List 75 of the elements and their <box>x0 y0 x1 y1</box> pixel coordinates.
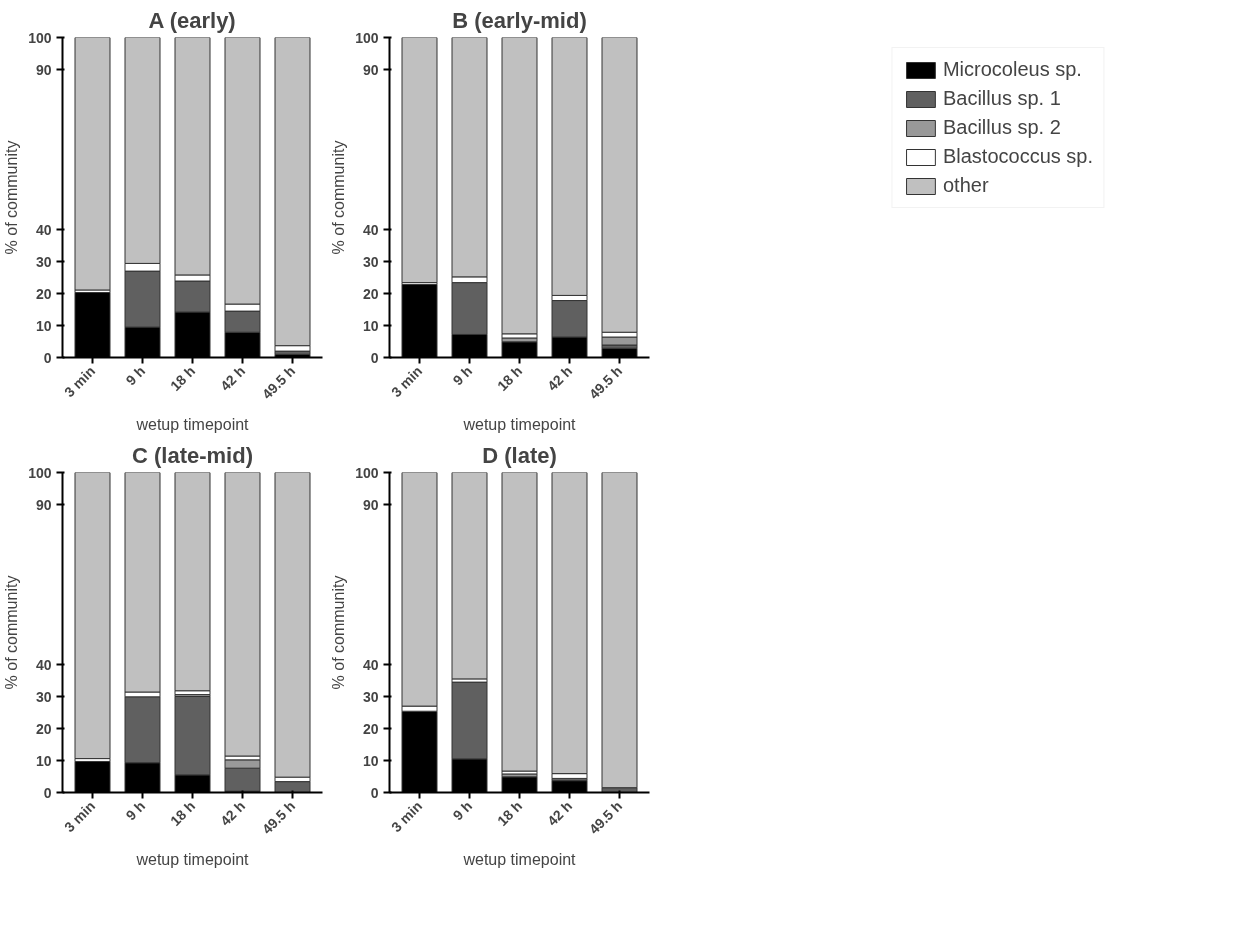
x-tick-label: 18 h <box>167 797 199 829</box>
bar <box>274 472 311 778</box>
y-tick-label: 30 <box>362 253 379 270</box>
bar <box>451 472 488 680</box>
x-tick-label: 9 h <box>122 797 149 824</box>
bar <box>124 472 161 693</box>
y-axis-title: % of community <box>3 575 21 690</box>
y-tick-label: 40 <box>362 656 379 673</box>
y-tick-label: 0 <box>43 349 52 366</box>
x-axis-title: wetup timepoint <box>135 415 250 433</box>
x-axis-title: wetup timepoint <box>462 415 577 433</box>
x-tick-label: 18 h <box>494 797 526 829</box>
x-tick-label: 9 h <box>449 797 476 824</box>
chart-title: A (early) <box>148 7 236 33</box>
bar <box>401 37 438 284</box>
bar <box>224 472 261 757</box>
y-tick-label: 10 <box>35 752 52 769</box>
y-tick-label: 0 <box>370 349 379 366</box>
x-tick-label: 9 h <box>449 362 476 389</box>
x-tick-label: 3 min <box>60 797 99 836</box>
y-tick-label: 90 <box>35 496 52 513</box>
x-tick-label: 3 min <box>387 797 426 836</box>
legend-label: Bacillus sp. 1 <box>942 87 1061 110</box>
y-tick-label: 40 <box>35 656 52 673</box>
y-tick-label: 30 <box>35 688 52 705</box>
y-tick-label: 20 <box>362 720 379 737</box>
y-tick-label: 90 <box>362 496 379 513</box>
y-tick-label: 20 <box>35 285 52 302</box>
bar <box>74 37 111 291</box>
legend-label: other <box>942 174 989 197</box>
y-tick-label: 30 <box>35 253 52 270</box>
bar <box>601 336 638 346</box>
y-tick-label: 0 <box>370 784 379 801</box>
x-tick-label: 18 h <box>167 362 199 394</box>
x-tick-label: 3 min <box>387 362 426 401</box>
x-tick-label: 42 h <box>217 362 249 394</box>
y-tick-label: 100 <box>355 29 379 46</box>
y-tick-label: 100 <box>355 464 379 481</box>
y-tick-label: 0 <box>43 784 52 801</box>
bar <box>501 472 538 772</box>
y-tick-label: 20 <box>362 285 379 302</box>
y-axis-title: % of community <box>3 140 21 255</box>
y-tick-label: 30 <box>362 688 379 705</box>
legend-label: Blastococcus sp. <box>942 145 1094 168</box>
x-tick-label: 3 min <box>60 362 99 401</box>
y-tick-label: 10 <box>35 317 52 334</box>
chart-title: D (late) <box>482 442 557 468</box>
x-tick-label: 18 h <box>494 362 526 394</box>
bar <box>551 472 588 775</box>
legend-label: Microcoleus sp. <box>942 58 1082 81</box>
bar <box>74 472 111 760</box>
y-tick-label: 10 <box>362 317 379 334</box>
x-tick-label: 9 h <box>122 362 149 389</box>
y-axis-title: % of community <box>330 140 348 255</box>
y-axis-title: % of community <box>330 575 348 690</box>
x-tick-label: 42 h <box>544 797 576 829</box>
y-tick-label: 20 <box>35 720 52 737</box>
bar <box>174 472 211 692</box>
x-tick-label: 42 h <box>544 362 576 394</box>
y-tick-label: 40 <box>362 221 379 238</box>
y-tick-label: 10 <box>362 752 379 769</box>
chart-title: C (late-mid) <box>132 442 253 468</box>
y-tick-label: 90 <box>362 61 379 78</box>
x-axis-title: wetup timepoint <box>462 850 577 868</box>
y-tick-label: 100 <box>28 29 52 46</box>
bar <box>274 781 311 793</box>
y-tick-label: 90 <box>35 61 52 78</box>
bar <box>501 37 538 335</box>
x-axis-title: wetup timepoint <box>135 850 250 868</box>
bar <box>601 472 638 789</box>
legend-label: Bacillus sp. 2 <box>942 116 1061 139</box>
x-tick-label: 42 h <box>217 797 249 829</box>
chart-title: B (early-mid) <box>452 7 587 33</box>
y-tick-label: 100 <box>28 464 52 481</box>
y-tick-label: 40 <box>35 221 52 238</box>
